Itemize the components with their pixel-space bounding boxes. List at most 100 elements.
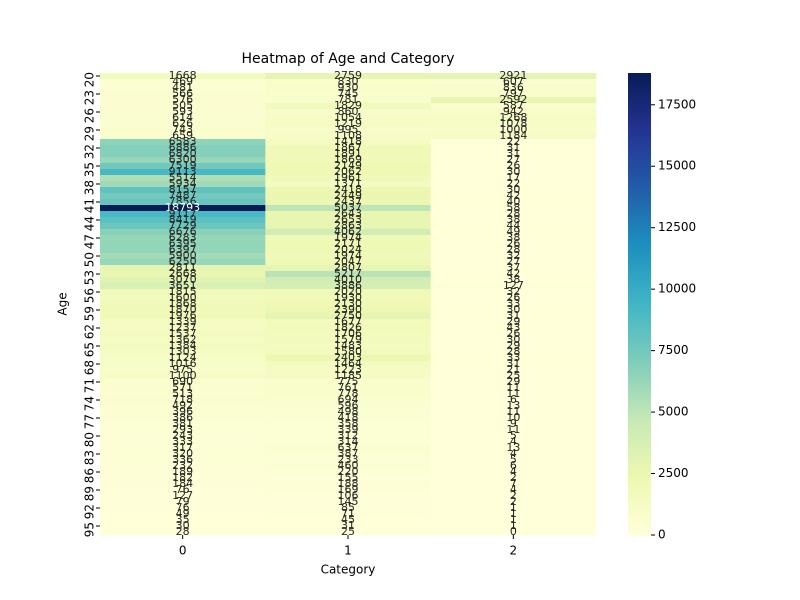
colorbar-segment — [628, 493, 651, 497]
heatmap-cell — [265, 139, 431, 146]
colorbar-segment — [628, 401, 651, 404]
heatmap-cell — [100, 397, 266, 404]
colorbar-segment — [628, 310, 651, 314]
cell-label: 607 — [503, 75, 524, 88]
colorbar-segment — [628, 507, 651, 511]
colorbar-segment — [628, 419, 651, 423]
colorbar-segment — [628, 414, 651, 418]
colorbar-segment — [628, 449, 651, 453]
cell-label: 386 — [172, 411, 193, 424]
cell-label: 184 — [172, 477, 193, 490]
cell-label: 745 — [338, 87, 359, 100]
heatmap-cell — [430, 223, 597, 230]
heatmap-cell — [265, 325, 431, 332]
cell-label: 694 — [338, 393, 359, 406]
y-tick-label: 71 — [83, 378, 97, 393]
colorbar-tick-label: 15000 — [658, 159, 696, 173]
cell-label: 5037 — [334, 201, 362, 214]
colorbar-segment — [628, 218, 651, 222]
colorbar-tick-label: 10000 — [658, 282, 696, 296]
colorbar-segment — [628, 389, 651, 393]
x-tick-label: 0 — [179, 544, 187, 558]
y-tick-label: 77 — [83, 414, 97, 429]
heatmap-cell — [265, 367, 431, 374]
cell-label: 28 — [506, 243, 520, 256]
heatmap-cell — [265, 115, 431, 122]
heatmap-cell — [100, 439, 266, 446]
cell-label: 690 — [172, 375, 193, 388]
cell-label: 626 — [172, 117, 193, 130]
heatmap-cell — [430, 205, 597, 212]
colorbar-segment — [628, 225, 651, 229]
cell-label: 2024 — [334, 243, 362, 256]
cell-label: 106 — [338, 489, 359, 502]
colorbar-segment — [628, 350, 651, 354]
heatmap-cell — [430, 193, 597, 200]
colorbar-segment — [628, 428, 651, 432]
colorbar-segment — [628, 267, 651, 270]
heatmap-cell — [100, 391, 266, 398]
colorbar-segment — [628, 96, 651, 99]
cell-label: 169 — [338, 483, 359, 496]
colorbar-segment — [628, 128, 651, 132]
cell-label: 1891 — [334, 147, 362, 160]
heatmap-cell — [430, 415, 597, 422]
heatmap-cell — [100, 109, 266, 116]
heatmap-cell — [265, 481, 431, 488]
cell-label: 1 — [510, 513, 517, 526]
colorbar-segment — [628, 98, 651, 102]
cell-label: 775 — [338, 375, 359, 388]
colorbar-segment — [628, 299, 651, 303]
colorbar-segment — [628, 269, 651, 273]
heatmap-cell — [100, 325, 266, 332]
colorbar-segment — [628, 146, 651, 150]
cell-label: 11 — [506, 387, 520, 400]
heatmap-cell — [430, 355, 597, 362]
heatmap-cell — [100, 409, 266, 416]
cell-label: 718 — [172, 393, 193, 406]
cell-label: 481 — [172, 81, 193, 94]
colorbar-segment — [628, 502, 651, 506]
heatmap-cell — [100, 487, 266, 494]
heatmap-cell — [265, 169, 431, 176]
colorbar-segment — [628, 431, 651, 434]
colorbar-segment — [628, 463, 651, 467]
colorbar-segment — [628, 500, 651, 504]
cell-label: 312 — [338, 429, 359, 442]
cell-label: 333 — [172, 435, 193, 448]
heatmap-cell — [265, 187, 431, 194]
cell-label: 49 — [506, 225, 520, 238]
cell-label: 4 — [510, 483, 517, 496]
cell-label: 336 — [172, 453, 193, 466]
cell-label: 5514 — [169, 171, 197, 184]
colorbar-segment — [628, 331, 651, 335]
heatmap-cell — [265, 421, 431, 428]
cell-label: 6397 — [169, 243, 197, 256]
heatmap-cell — [100, 499, 266, 506]
colorbar-segment — [628, 440, 651, 444]
cell-label: 38 — [506, 231, 520, 244]
heatmap-cell — [265, 499, 431, 506]
heatmap-cell — [430, 511, 597, 518]
heatmap-cell — [430, 403, 597, 410]
x-tick-label: 1 — [344, 544, 352, 558]
y-tick-label: 47 — [83, 234, 97, 249]
colorbar-segment — [628, 153, 651, 157]
colorbar-segment — [628, 116, 651, 120]
heatmap-cell — [265, 259, 431, 266]
heatmap-cell — [430, 295, 597, 302]
heatmap-cell — [100, 379, 266, 386]
cell-label: 30 — [506, 333, 520, 346]
colorbar-segment — [628, 481, 651, 485]
heatmap-cell — [430, 115, 597, 122]
colorbar-segment — [628, 156, 651, 159]
cell-label: 31 — [506, 309, 520, 322]
cell-label: 17 — [506, 171, 520, 184]
cell-label: 1 — [510, 501, 517, 514]
heatmap-cell — [100, 349, 266, 356]
cell-label: 5 — [510, 453, 517, 466]
colorbar-segment — [628, 290, 651, 293]
colorbar-segment — [628, 112, 651, 116]
cell-label: 7487 — [169, 189, 197, 202]
heatmap-cell — [265, 271, 431, 278]
